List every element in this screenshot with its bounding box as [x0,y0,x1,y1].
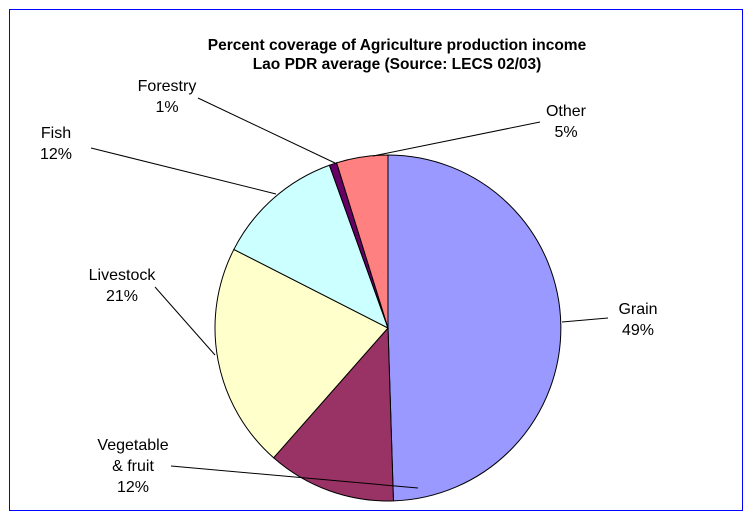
pie-slice-grain [387,154,562,502]
chart-area: Percent coverage of Agriculture producti… [9,9,743,511]
pie-slices [214,154,562,502]
slice-labels: Grain 49% Vegetable & fruit 12% Livestock 21% F… [40,78,658,496]
slice-label: Other 5% [546,103,587,141]
slice-label: Vegetable & fruit 12% [97,437,168,496]
pie-slice-livestock [214,248,389,459]
pie-chart: Percent coverage of Agriculture producti… [40,37,658,502]
chart-title-line-1: Percent coverage of Agriculture producti… [208,37,587,54]
leader-line [154,286,216,356]
leader-line [197,97,336,164]
leader-line [170,465,419,489]
pie-slice-other [335,154,389,329]
slice-label: Forestry 1% [138,78,197,116]
leader-line [372,121,541,157]
slice-label: Livestock 21% [89,267,157,305]
slice-label: Grain 49% [618,301,657,339]
chart-title-line-2: Lao PDR average (Source: LECS 02/03) [253,56,542,73]
slice-label: Fish 12% [40,125,72,163]
leader-line [561,317,609,323]
pie-slice-vegetable-fruit [272,326,394,502]
leader-lines [90,97,609,489]
leader-line [90,147,277,195]
pie-slice-fish [233,164,389,330]
